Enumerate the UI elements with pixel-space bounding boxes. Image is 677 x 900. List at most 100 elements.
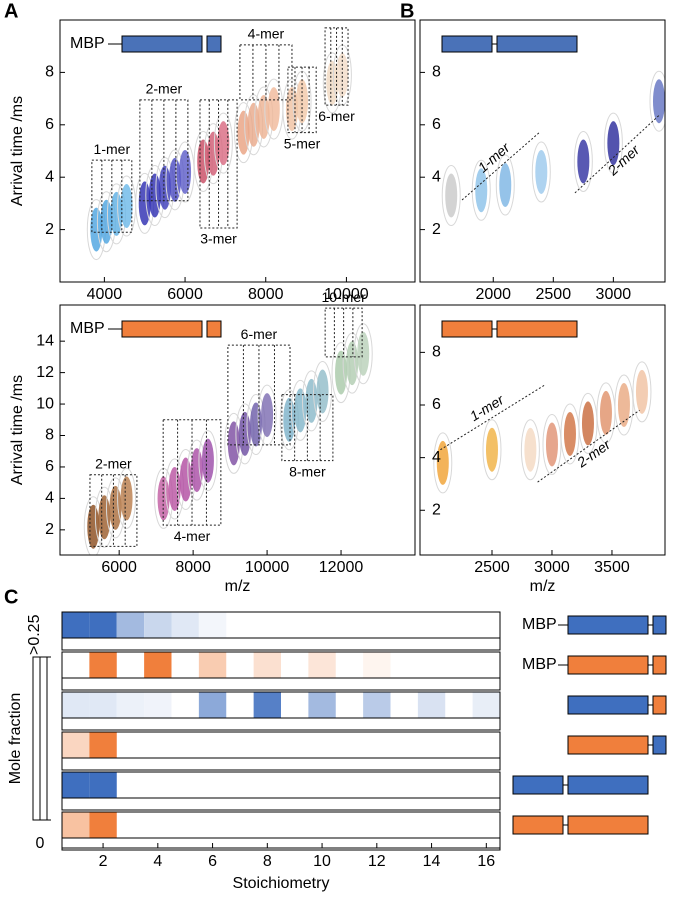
- inset-domain: [121, 320, 203, 338]
- heat-cell: [89, 772, 117, 798]
- peak: [535, 149, 548, 194]
- peak: [335, 350, 348, 395]
- annotation-label: 6-mer: [241, 326, 278, 342]
- annotation-label: 2-mer: [95, 456, 132, 472]
- row-spacer: [61, 637, 501, 651]
- x-tick-label: 3500: [594, 559, 630, 576]
- peak: [207, 131, 220, 176]
- panel-letter: C: [4, 586, 18, 608]
- peak-halo: [495, 154, 515, 216]
- peak: [563, 411, 576, 456]
- y-axis-label: Arrival time /ms: [9, 375, 26, 485]
- inset-domain: [121, 35, 203, 53]
- inset-label: MBP: [70, 320, 105, 337]
- peak: [599, 390, 612, 435]
- y-tick-label: 6: [45, 116, 54, 133]
- y-axis-label: Arrival time /ms: [9, 96, 26, 206]
- y-tick-label: 2: [45, 521, 54, 538]
- plot-frame: [419, 304, 666, 556]
- peak: [336, 53, 349, 98]
- peak-halo: [117, 467, 137, 529]
- row-frame: [61, 811, 501, 839]
- peak: [436, 440, 449, 485]
- peak: [267, 87, 280, 132]
- y-tick-label: 6: [432, 116, 441, 133]
- annotation-line: [461, 131, 541, 201]
- peak: [87, 504, 100, 549]
- heat-cell: [89, 812, 117, 838]
- y-tick-label: 8: [45, 427, 54, 444]
- heat-cell: [363, 652, 391, 678]
- x-axis-label: m/z: [225, 578, 251, 595]
- heat-cell: [417, 692, 446, 718]
- x-tick-label: 2500: [474, 559, 510, 576]
- colorbar-label: Mole fraction: [7, 693, 24, 785]
- plot-area: [433, 361, 652, 494]
- heat-cell: [171, 612, 199, 638]
- heat-cell: [144, 692, 172, 718]
- inset-domain: [496, 320, 578, 338]
- plot-frame: [419, 19, 666, 283]
- annotation-box: [239, 44, 293, 101]
- x-tick-label: 16: [477, 853, 495, 870]
- heat-cell: [144, 652, 172, 678]
- construct-label: MBP: [522, 656, 557, 673]
- heat-cell: [363, 692, 391, 718]
- annotation-label: 1-mer: [94, 141, 131, 157]
- y-tick-label: 10: [36, 395, 54, 412]
- peak: [545, 422, 558, 467]
- annotation-box: [199, 99, 238, 229]
- peak: [577, 139, 590, 184]
- heat-cell: [89, 652, 117, 678]
- annotation-label: 3-mer: [200, 231, 237, 247]
- x-tick-label: 6: [208, 853, 217, 870]
- y-tick-label: 8: [432, 344, 441, 361]
- annotation-label: 6-mer: [318, 108, 355, 124]
- x-tick-label: 6000: [101, 559, 137, 576]
- heat-cell: [253, 692, 281, 718]
- peak-halo: [578, 392, 598, 454]
- heat-cell: [198, 692, 227, 718]
- peak: [305, 378, 318, 423]
- peak: [617, 383, 630, 427]
- peak: [445, 173, 458, 218]
- peak: [109, 485, 122, 530]
- x-tick-label: 2: [99, 853, 108, 870]
- x-tick-label: 3000: [534, 559, 570, 576]
- y-tick-label: 4: [432, 168, 441, 185]
- peak-halo: [531, 141, 551, 203]
- peak: [581, 401, 594, 446]
- peak: [120, 184, 133, 229]
- peak-halo: [632, 361, 652, 423]
- peak: [283, 397, 296, 442]
- y-tick-label: 8: [45, 64, 54, 81]
- construct-schematics: MBP MBP: [512, 615, 667, 835]
- x-tick-label: 3000: [596, 286, 632, 303]
- peak-halo: [482, 419, 502, 481]
- peak-halo: [603, 112, 623, 174]
- heat-cell: [62, 612, 90, 638]
- peak: [316, 369, 329, 414]
- row-frame: [61, 771, 501, 799]
- heat-cell: [253, 652, 281, 678]
- row-spacer: [61, 717, 501, 731]
- peak-halo: [353, 323, 373, 385]
- y-tick-label: 4: [45, 490, 54, 507]
- heat-cell: [144, 612, 172, 638]
- x-tick-label: 2500: [536, 286, 572, 303]
- colorbar: [39, 656, 48, 821]
- annotation-line: [537, 409, 640, 483]
- panel-letter: A: [4, 0, 18, 22]
- heat-cell: [472, 692, 500, 718]
- annotation-line: [440, 384, 546, 451]
- inset-domain: [206, 320, 222, 338]
- inset-domain: [441, 320, 493, 338]
- peak-halo: [573, 130, 593, 192]
- y-tick-label: 14: [36, 332, 54, 349]
- annotation-label: 5-mer: [284, 135, 321, 151]
- x-tick-label: 8000: [175, 559, 211, 576]
- row-frame: [61, 731, 501, 759]
- plot-area: [86, 44, 352, 261]
- x-tick-label: 12: [368, 853, 386, 870]
